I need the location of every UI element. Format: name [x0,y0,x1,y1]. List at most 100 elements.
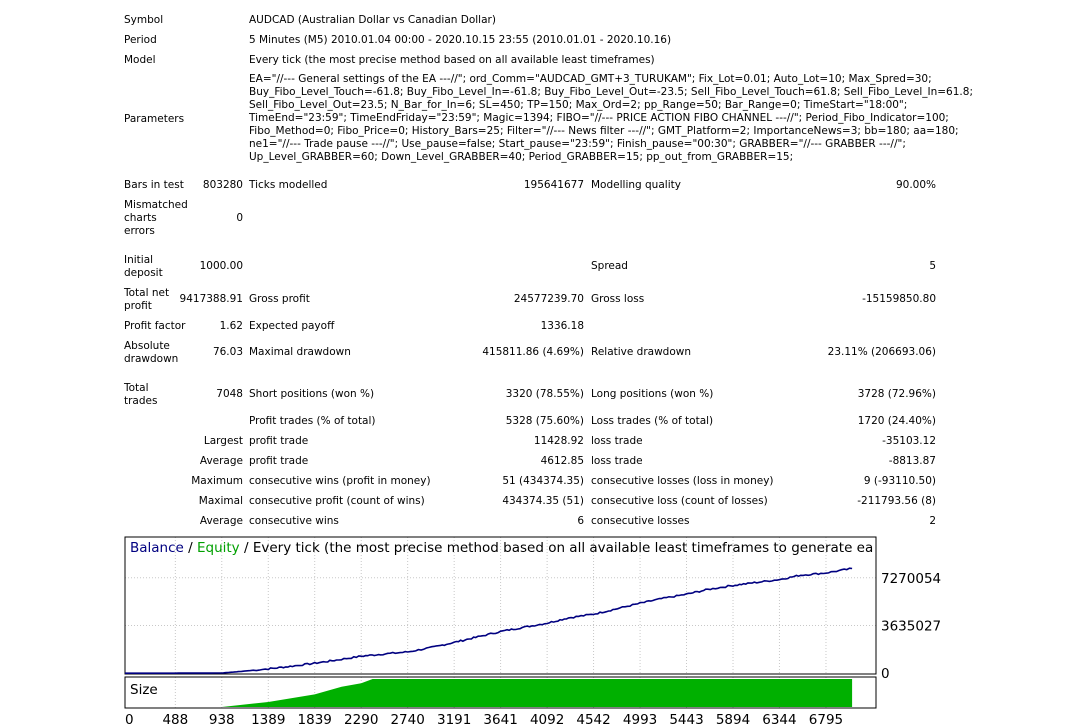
size-area-group [125,679,853,707]
max-cl-value: 9 (-93110.50) [863,475,936,487]
long-label: Long positions (won %) [591,388,714,400]
trades-label-1: Total [124,382,149,394]
largest-lt-label: loss trade [591,435,643,447]
mxl-cp-value: 434374.35 (51) [502,495,584,507]
mismatch-label-3: errors [124,225,155,237]
parameters-line: Fibo_Method=0; Fibo_Price=0; History_Bar… [249,125,959,137]
average-pt-value: 4612.85 [540,455,584,467]
mxl-cl-label: consecutive loss (count of losses) [591,495,768,507]
maxdd-value: 415811.86 (4.69%) [482,346,584,358]
quality-value: 90.00% [895,179,936,191]
parameters-line: Sell_Fibo_Level_Out=23.5; N_Bar_for_In=6… [249,99,908,111]
size-caption: Size [130,682,158,698]
parameters-value: EA="//--- General settings of the EA ---… [249,73,973,164]
max-cl-label: consecutive losses (loss in money) [591,475,774,487]
balance-line [125,567,853,674]
chart-frame [124,536,877,675]
avg-cl-label: consecutive losses [591,515,690,527]
legend-separator: / [183,540,197,556]
long-value: 3728 (72.96%) [857,388,936,400]
netprofit-value: 9417388.91 [179,293,243,305]
ep-value: 1336.18 [540,320,584,332]
short-value: 3320 (78.55%) [505,388,584,400]
parameters-line: Buy_Fibo_Level_Touch=-61.8; Buy_Fibo_Lev… [249,86,973,98]
mxl-cl-value: -211793.56 (8) [857,495,936,507]
trades-value: 7048 [216,388,243,400]
x-tick-label: 1389 [251,712,285,727]
model-label: Model [124,54,156,66]
caption-model-text: / Every tick (the most precise method ba… [243,540,874,556]
x-tick-label: 2740 [390,712,424,727]
avg-cw-label: consecutive wins [249,515,339,527]
deposit-value: 1000.00 [199,260,243,272]
bars-value: 803280 [202,179,243,191]
short-label: Short positions (won %) [249,388,375,400]
maxdd-label: Maximal drawdown [249,346,351,358]
ticks-label: Ticks modelled [249,179,328,191]
symbol-value: AUDCAD (Australian Dollar vs Canadian Do… [249,14,496,26]
bars-label: Bars in test [124,179,184,191]
spread-value: 5 [929,260,936,272]
x-tick-label: 4993 [623,712,657,727]
spread-label: Spread [591,260,628,272]
trades-label-2: trades [124,395,158,407]
avg2-label: Average [199,515,243,527]
period-label: Period [124,34,157,46]
y-tick-labels: 0 3635027 7270054 [881,571,941,682]
x-tick-label: 4542 [576,712,610,727]
parameters-line: TimeEnd="23:59"; TimeEndFriday="23:59"; … [249,112,949,124]
legend-equity: Equity [196,540,240,556]
mismatch-label-2: charts [124,212,157,224]
ticks-value: 195641677 [523,179,584,191]
y-tick-label: 3635027 [881,619,941,635]
largest-lt-value: -35103.12 [882,435,936,447]
absdd-value: 76.03 [212,346,243,358]
balance-chart: 0 3635027 7270054 0 488 938 1389 1839 2290 2740 3… [124,536,941,727]
netprofit-label-2: profit [124,300,152,312]
mismatch-label-1: Mismatched [124,199,188,211]
maximum-label: Maximum [191,475,243,487]
model-value: Every tick (the most precise method base… [249,54,655,66]
x-tick-label: 488 [162,712,188,727]
deposit-label-1: Initial [124,254,154,266]
period-value: 5 Minutes (M5) 2010.01.04 00:00 - 2020.1… [249,34,672,46]
largest-pt-label: profit trade [249,435,309,447]
ep-label: Expected payoff [249,320,335,332]
avg-cw-value: 6 [577,515,584,527]
reldd-label: Relative drawdown [591,346,692,358]
x-tick-label: 4092 [530,712,564,727]
largest-pt-value: 11428.92 [533,435,584,447]
deposit-label-2: deposit [124,267,163,279]
pt-label: Profit trades (% of total) [249,415,376,427]
pt-value: 5328 (75.60%) [505,415,584,427]
size-frame [124,676,877,709]
pf-value: 1.62 [219,320,243,332]
average-lt-label: loss trade [591,455,643,467]
chart-caption: Balance / Equity / Every tick (the most … [130,540,874,556]
average-label: Average [199,455,243,467]
grossprofit-label: Gross profit [249,293,310,305]
x-tick-label: 6795 [809,712,843,727]
x-tick-label: 5894 [716,712,750,727]
x-tick-label: 3191 [437,712,471,727]
mxl-cp-label: consecutive profit (count of wins) [249,495,425,507]
largest-label: Largest [203,435,243,447]
parameters-line: ne1="//--- Trade pause ---//"; Use_pause… [249,138,906,150]
x-tick-label: 938 [209,712,235,727]
maximal-label: Maximal [198,495,243,507]
grossprofit-value: 24577239.70 [513,293,584,305]
x-tick-labels: 0 488 938 1389 1839 2290 2740 3191 3641 4092 4542 4… [125,712,843,727]
pf-label: Profit factor [124,320,186,332]
average-lt-value: -8813.87 [888,455,936,467]
grossloss-label: Gross loss [591,293,645,305]
x-tick-label: 0 [125,712,134,727]
legend-balance: Balance [130,540,184,556]
average-pt-label: profit trade [249,455,309,467]
x-tick-label: 5443 [669,712,703,727]
reldd-value: 23.11% (206693.06) [827,346,936,358]
series-group [125,567,853,674]
y-tick-label: 0 [881,666,890,682]
netprofit-label-1: Total net [124,287,170,299]
avg-cl-value: 2 [929,515,936,527]
lt-value: 1720 (24.40%) [857,415,936,427]
